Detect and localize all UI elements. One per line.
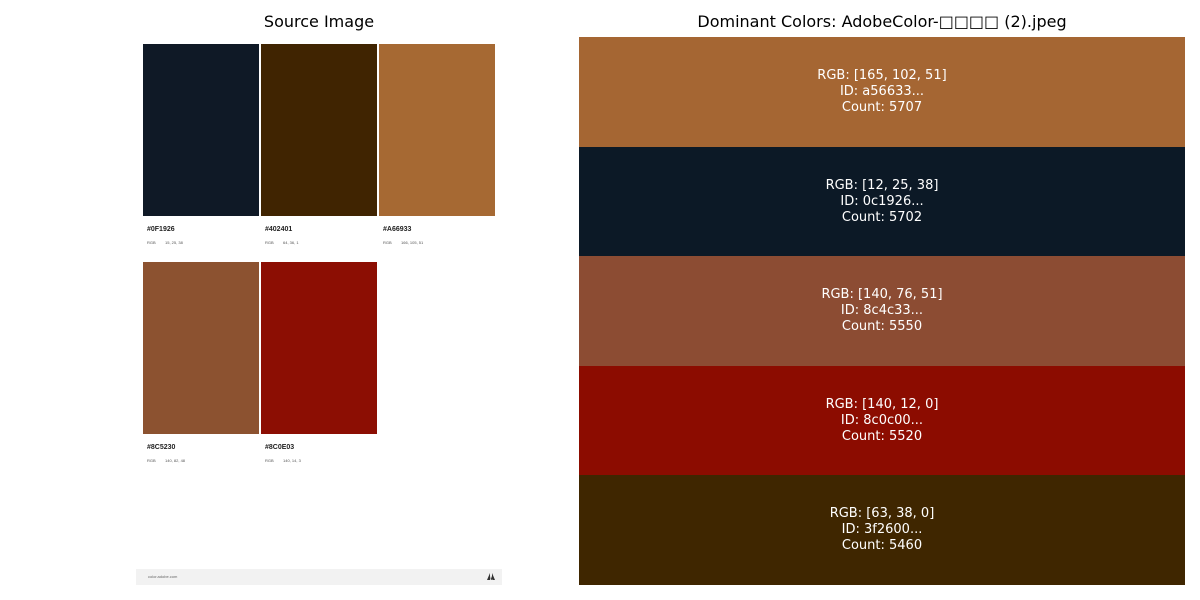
source-image: #0F1926 RGB 15, 25, 38 #402401 RGB 64, 3… — [136, 37, 502, 585]
swatch-3-rgb-label: RGB — [383, 240, 392, 245]
color-bar-id-text: ID: 8c4c33... — [840, 303, 924, 318]
swatch-2-rgb-value: 64, 36, 1 — [283, 240, 299, 245]
swatch-3 — [379, 44, 495, 216]
color-bar-rgb-text: RGB: [165, 102, 51] — [817, 68, 947, 83]
color-bar-label: RGB: [140, 12, 0] ID: 8c0c00... Count: 552… — [579, 397, 1185, 445]
color-bar-id-text: ID: a56633... — [839, 84, 925, 99]
color-bar-label: RGB: [12, 25, 38] ID: 0c1926... Count: 570… — [579, 178, 1185, 226]
swatch-2 — [261, 44, 377, 216]
swatch-4 — [143, 262, 259, 434]
color-bar-label: RGB: [165, 102, 51] ID: a56633... Count: 5… — [579, 68, 1185, 116]
swatch-4-rgb-value: 140, 82, 48 — [165, 458, 186, 463]
color-bar-4: RGB: [140, 12, 0] ID: 8c0c00... Count: 552… — [579, 366, 1185, 475]
color-bar-2: RGB: [12, 25, 38] ID: 0c1926... Count: 570… — [579, 147, 1185, 256]
dominant-colors-chart: RGB: [165, 102, 51] ID: a56633... Count: 5… — [579, 37, 1185, 585]
swatch-1-rgb-label: RGB — [147, 240, 156, 245]
color-bar-5: RGB: [63, 38, 0] ID: 3f2600... Count: 5460 — [579, 475, 1185, 585]
color-bar-count-text: Count: 5460 — [841, 538, 923, 553]
color-bar-label: RGB: [140, 76, 51] ID: 8c4c33... Count: 55… — [579, 287, 1185, 335]
swatch-5-hex: #8C0E03 — [265, 444, 295, 451]
color-bar-id-text: ID: 8c0c00... — [840, 413, 924, 428]
swatch-1-rgb-value: 15, 25, 38 — [165, 240, 183, 245]
color-bar-count-text: Count: 5707 — [841, 100, 923, 115]
footer-site-text: color.adobe.com — [148, 574, 178, 579]
source-footer: color.adobe.com — [136, 569, 502, 585]
swatch-5-rgb-label: RGB — [265, 458, 274, 463]
swatch-4-rgb-label: RGB — [147, 458, 156, 463]
color-bar-label: RGB: [63, 38, 0] ID: 3f2600... Count: 5460 — [579, 506, 1185, 554]
swatch-4-hex: #8C5230 — [147, 444, 176, 451]
color-bar-3: RGB: [140, 76, 51] ID: 8c4c33... Count: 55… — [579, 256, 1185, 366]
swatch-5-rgb-value: 140, 14, 3 — [283, 458, 301, 463]
swatch-2-hex: #402401 — [265, 226, 293, 233]
swatch-3-hex: #A66933 — [383, 226, 412, 233]
color-bar-rgb-text: RGB: [63, 38, 0] — [829, 506, 935, 521]
adobe-logo-icon — [487, 573, 495, 580]
color-bar-count-text: Count: 5702 — [841, 210, 923, 225]
dominant-colors-title: Dominant Colors: AdobeColor-□□□□ (2).jpe… — [697, 12, 1067, 31]
color-bar-count-text: Count: 5550 — [841, 319, 923, 334]
color-bar-rgb-text: RGB: [140, 76, 51] — [821, 287, 943, 302]
color-bar-id-text: ID: 3f2600... — [841, 522, 923, 537]
swatch-3-rgb-value: 166, 105, 51 — [401, 240, 424, 245]
color-bar-id-text: ID: 0c1926... — [840, 194, 924, 209]
color-bar-rgb-text: RGB: [140, 12, 0] — [825, 397, 939, 412]
swatch-1-hex: #0F1926 — [147, 226, 175, 233]
color-bar-1: RGB: [165, 102, 51] ID: a56633... Count: 5… — [579, 37, 1185, 147]
swatch-1 — [143, 44, 259, 216]
color-bar-count-text: Count: 5520 — [841, 429, 923, 444]
swatch-2-rgb-label: RGB — [265, 240, 274, 245]
source-image-title: Source Image — [263, 12, 375, 31]
swatch-5 — [261, 262, 377, 434]
color-bar-rgb-text: RGB: [12, 25, 38] — [825, 178, 939, 193]
